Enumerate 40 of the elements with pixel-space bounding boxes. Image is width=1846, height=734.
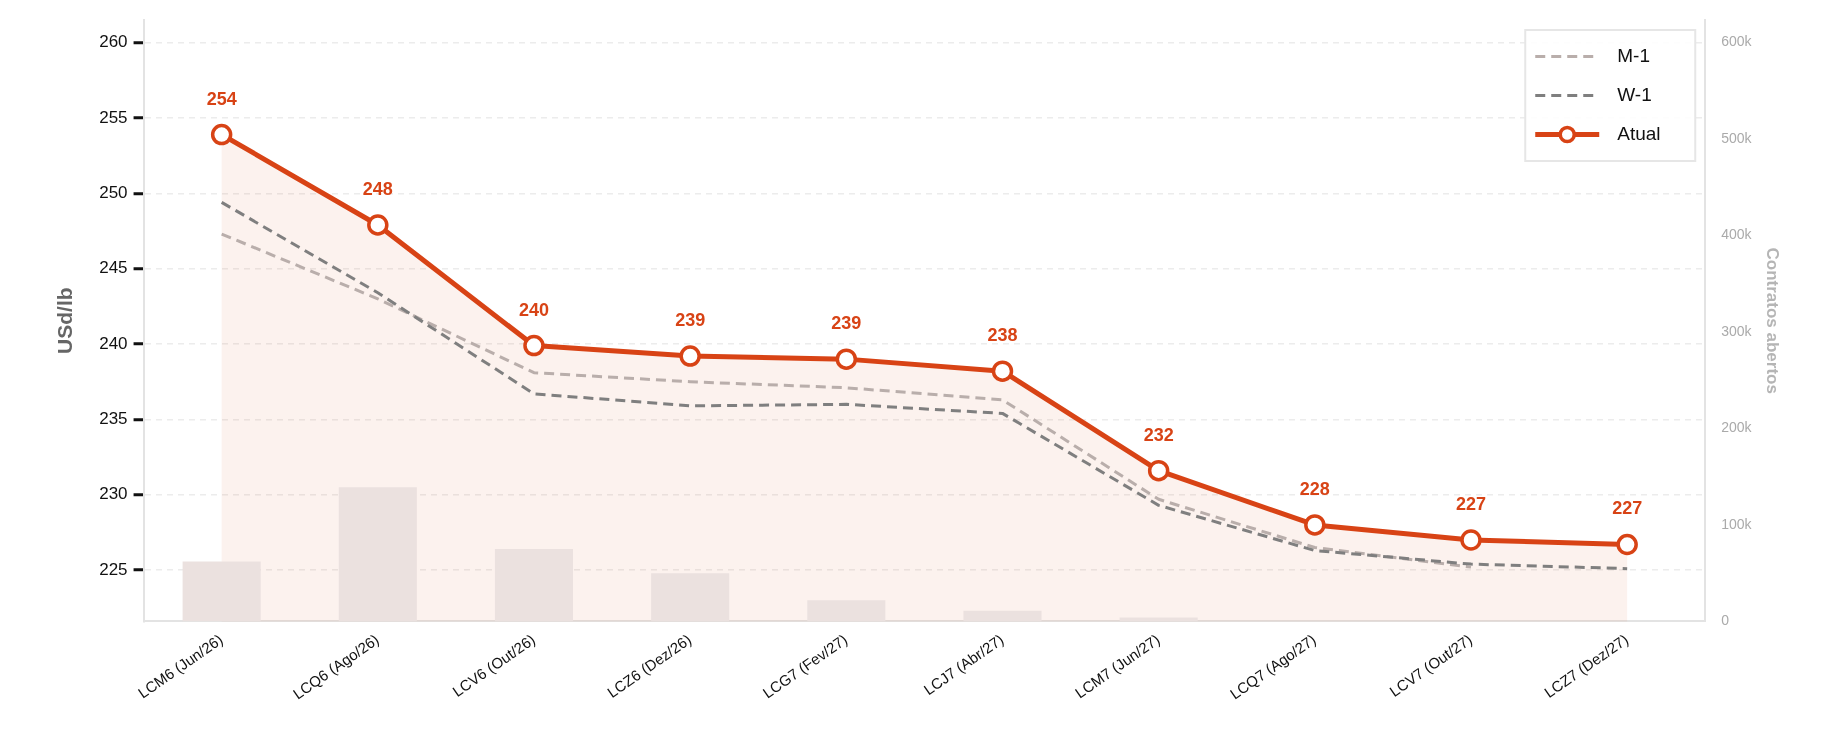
- y-tick-label: 260: [99, 32, 128, 52]
- point: [835, 348, 858, 370]
- point: [1460, 529, 1482, 551]
- data-label: 227: [1455, 493, 1487, 514]
- point: [1147, 459, 1170, 482]
- data-label: 248: [362, 178, 393, 199]
- y-tick-label: 255: [99, 107, 128, 127]
- y2-axis-title: Contratos abertos: [1763, 247, 1783, 394]
- legend-label: M-1: [1617, 44, 1650, 66]
- data-label: 240: [518, 299, 550, 320]
- data-label: 238: [987, 325, 1018, 346]
- data-label: 239: [831, 313, 862, 334]
- point: [523, 334, 545, 357]
- point: [1304, 514, 1326, 536]
- y-tick-label: 250: [99, 183, 128, 203]
- y-tick-label: 235: [99, 409, 128, 429]
- y-tick-label: 245: [99, 258, 128, 278]
- y2-tick-label: 0: [1721, 612, 1730, 629]
- legend-label: W-1: [1617, 83, 1652, 105]
- data-label: 228: [1299, 478, 1330, 499]
- data-label: 254: [206, 88, 237, 109]
- data-label: 239: [675, 310, 706, 331]
- y2-tick-label: 200k: [1721, 419, 1753, 436]
- point: [210, 123, 233, 146]
- data-label: 232: [1143, 424, 1174, 445]
- y2-tick-label: 500k: [1721, 129, 1753, 146]
- data-label: 227: [1612, 498, 1643, 519]
- point: [679, 345, 701, 367]
- point: [1616, 533, 1638, 556]
- y2-tick-label: 100k: [1721, 515, 1753, 532]
- point: [367, 214, 389, 236]
- y-tick-label: 225: [99, 559, 128, 579]
- point: [991, 360, 1014, 382]
- y2-tick-label: 600k: [1721, 33, 1753, 50]
- y-tick-label: 240: [99, 333, 128, 353]
- y-tick-label: 230: [99, 484, 128, 504]
- y-axis-title: USd/lb: [53, 287, 77, 354]
- legend-label: Atual: [1617, 122, 1661, 144]
- y2-tick-label: 300k: [1721, 322, 1753, 339]
- y2-tick-label: 400k: [1721, 226, 1753, 243]
